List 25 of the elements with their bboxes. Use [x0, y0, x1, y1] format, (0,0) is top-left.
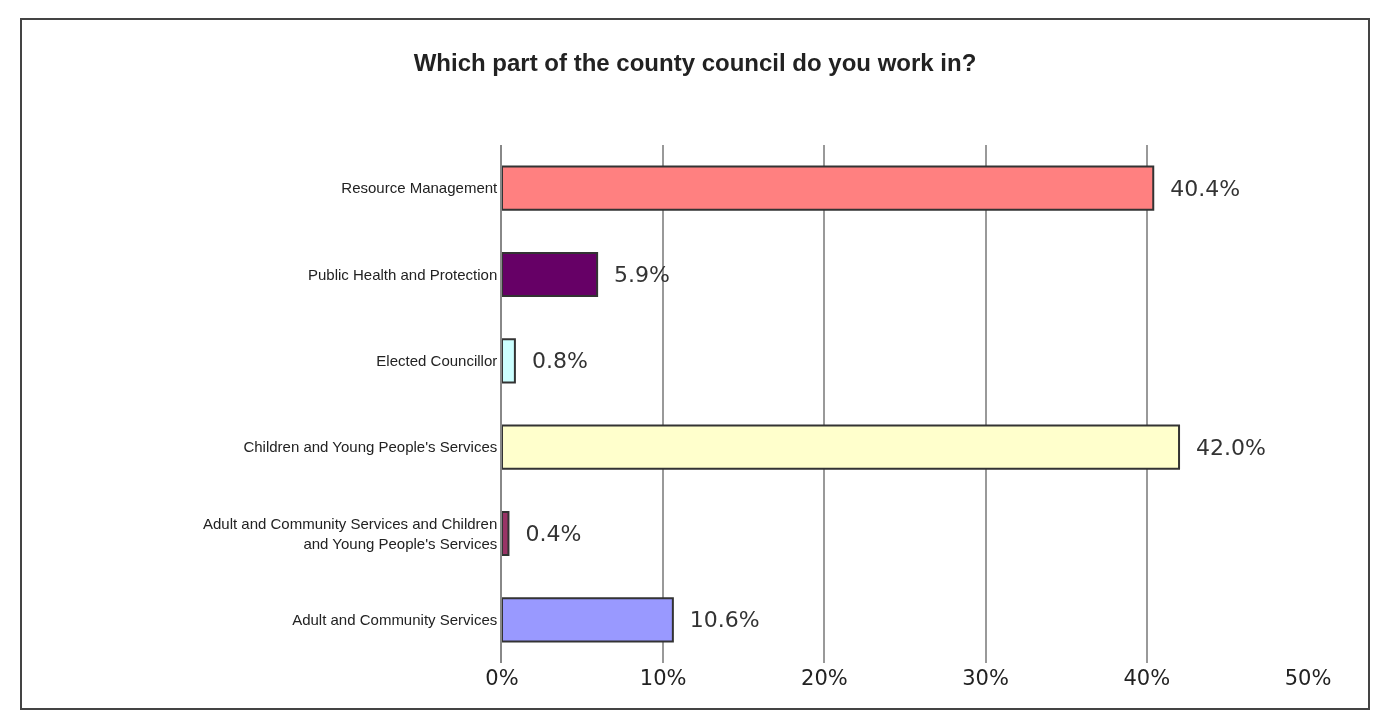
- data-label: 42.0%: [1182, 434, 1266, 460]
- bar: [502, 338, 516, 384]
- x-tick-label: 0%: [485, 666, 519, 690]
- bar: [502, 510, 510, 557]
- x-tick-label: 30%: [962, 666, 1009, 690]
- bar: [502, 597, 674, 643]
- y-tick-label: Children and Young People's Services: [243, 438, 498, 456]
- x-tick-label: 10%: [639, 666, 687, 690]
- y-tick-label: Resource Management: [341, 179, 499, 197]
- y-tick-label: Public Health and Protection: [307, 265, 498, 283]
- x-tick-label: 40%: [1123, 666, 1171, 690]
- data-label: 5.9%: [600, 262, 670, 287]
- chart-title: Which part of the county council do you work in?: [413, 49, 977, 77]
- x-tick-label: 20%: [801, 666, 848, 690]
- bar: [502, 165, 1155, 211]
- bar: [502, 251, 599, 298]
- data-label: 10.6%: [675, 607, 760, 633]
- data-label: 40.4%: [1156, 175, 1241, 201]
- bar: [502, 424, 1181, 470]
- y-tick-label: Adult and Community Services: [292, 611, 498, 629]
- data-label: 0.4%: [511, 521, 582, 546]
- y-tick-label: Elected Councillor: [376, 352, 498, 370]
- x-tick-label: 50%: [1284, 666, 1332, 690]
- y-tick-label: Adult and Community Services and Children and Young People's Services: [202, 515, 498, 552]
- data-label: 0.8%: [517, 348, 588, 374]
